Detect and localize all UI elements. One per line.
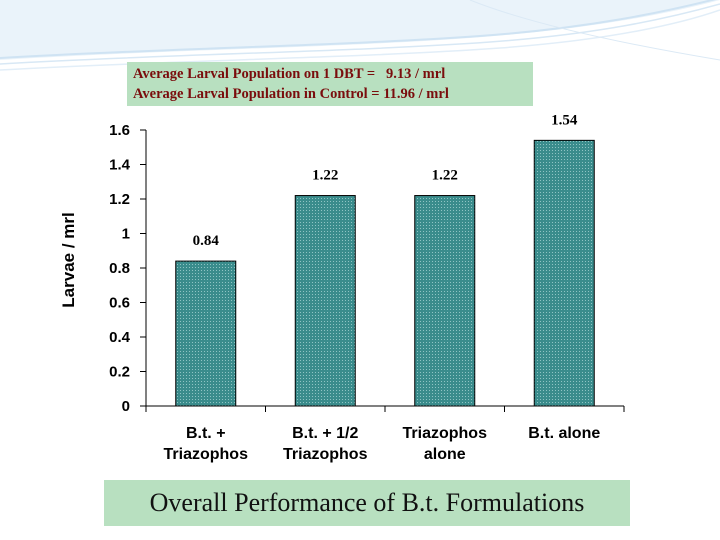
category-label: B.t. + xyxy=(186,425,226,442)
note-line-1: Average Larval Population on 1 DBT = 9.1… xyxy=(133,66,446,82)
category-labels: B.t. + Triazophos B.t. + 1/2 Triazophos Tria… xyxy=(164,425,601,463)
average-population-note: Average Larval Population on 1 DBT = 9.1… xyxy=(127,62,533,106)
note-line-2: Average Larval Population in Control = 1… xyxy=(133,86,449,102)
bar xyxy=(294,195,356,407)
y-tick-label: 0.2 xyxy=(109,364,130,381)
category-label: Triazophos xyxy=(403,425,488,442)
y-axis-label: Larvae / mrl xyxy=(59,212,78,307)
y-tick-label: 1.4 xyxy=(109,157,131,174)
y-tick-label: 0.4 xyxy=(109,329,131,346)
category-label: B.t. + 1/2 xyxy=(292,425,358,442)
data-labels: 0.84 1.22 1.22 1.54 xyxy=(193,112,578,249)
bar-value-label: 0.84 xyxy=(193,233,220,249)
chart-bars xyxy=(175,139,595,407)
bar-value-label: 1.22 xyxy=(312,168,338,184)
bar xyxy=(175,260,237,407)
category-label: Triazophos xyxy=(283,446,368,463)
category-label: alone xyxy=(424,446,466,463)
y-tick-label: 1.6 xyxy=(109,122,130,139)
slide-title: Overall Performance of B.t. Formulations xyxy=(104,480,630,526)
bar xyxy=(414,195,476,407)
category-label: Triazophos xyxy=(164,446,249,463)
y-tick-label: 1.2 xyxy=(109,191,130,208)
y-tick-label: 1 xyxy=(122,226,130,243)
bar-value-label: 1.22 xyxy=(432,168,458,184)
y-axis-ticks: 0 0.2 0.4 0.6 0.8 1 1.2 1.4 1.6 xyxy=(109,122,146,415)
bar-value-label: 1.54 xyxy=(551,112,578,128)
bar xyxy=(533,139,595,407)
category-label: B.t. alone xyxy=(528,425,600,442)
y-tick-label: 0 xyxy=(122,398,130,415)
y-tick-label: 0.6 xyxy=(109,295,130,312)
y-tick-label: 0.8 xyxy=(109,260,130,277)
